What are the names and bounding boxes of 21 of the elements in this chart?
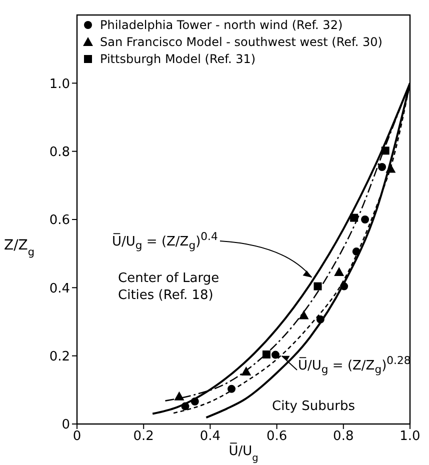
annotation: U̅/U$_{g}$ = (Z/Z$_{g}$)$^{0.28}$ bbox=[298, 353, 412, 378]
annotation: U̅/U$_{g}$ = (Z/Z$_{g}$)$^{0.4}$ bbox=[112, 229, 219, 254]
x-tick-label: 0 bbox=[72, 429, 82, 444]
annotation: Center of Large Cities (Ref. 18) bbox=[118, 270, 220, 304]
y-axis-title: Z/Z$_{g}$ bbox=[4, 238, 35, 258]
y-tick-label: 0.4 bbox=[49, 281, 70, 296]
y-tick-label: 0.6 bbox=[49, 213, 70, 228]
x-tick-label: 0.8 bbox=[333, 429, 354, 444]
y-tick-label: 1.0 bbox=[49, 76, 70, 92]
legend-label: Pittsburgh Model (Ref. 31) bbox=[100, 52, 256, 67]
x-tick-label: 0.2 bbox=[133, 429, 154, 444]
x-tick-label: 1.0 bbox=[400, 429, 420, 444]
annotation: City Suburbs bbox=[272, 398, 356, 415]
legend-label: San Francisco Model - southwest west (Ref. 30) bbox=[100, 35, 382, 50]
x-tick-label: 0.6 bbox=[266, 429, 288, 444]
legend-label: Philadelphia Tower - north wind (Ref. 32) bbox=[100, 18, 343, 33]
x-tick-label: 0.4 bbox=[200, 429, 221, 444]
y-tick-label: 0 bbox=[62, 418, 70, 433]
y-tick-label: 0.8 bbox=[49, 144, 70, 160]
x-axis-title: U̅/U$_{g}$ bbox=[228, 442, 258, 464]
y-tick-label: 0.2 bbox=[49, 349, 70, 364]
